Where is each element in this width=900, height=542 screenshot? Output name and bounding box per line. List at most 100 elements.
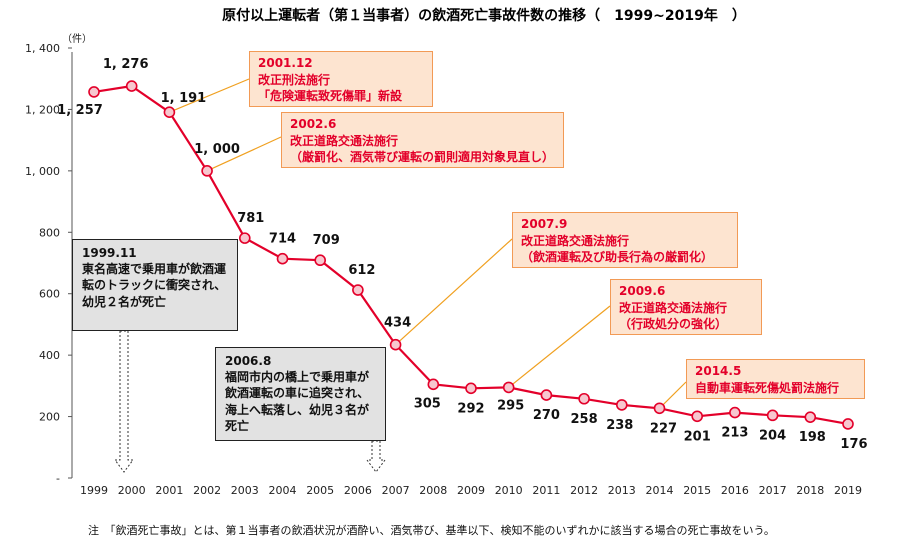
callout-text: 福岡市内の橋上で乗用車が xyxy=(225,370,370,385)
callout-leader xyxy=(508,305,611,388)
x-tick-label: 2008 xyxy=(419,484,447,497)
callout-text: 改正道路交通法施行 xyxy=(619,301,728,316)
data-label: 1, 000 xyxy=(194,142,240,157)
y-axis-ticks: 1, 400 1, 200 1, 000 800 600 400 200 - xyxy=(25,42,72,485)
data-point xyxy=(239,232,251,244)
data-labels: 1, 257 1, 276 1, 191 1, 000 781 714 709 612 434 3… xyxy=(57,57,867,452)
y-tick-label: 1, 200 xyxy=(25,103,60,116)
callout-text: 死亡 xyxy=(225,418,250,433)
data-point xyxy=(615,399,628,411)
callout-text: 幼児２名が死亡 xyxy=(82,294,167,309)
data-point xyxy=(125,80,138,92)
y-tick-label: 800 xyxy=(39,226,60,239)
data-label: 198 xyxy=(799,430,826,445)
data-point xyxy=(427,378,440,391)
x-tick-label: 2016 xyxy=(721,484,749,497)
callout-date: 2009.6 xyxy=(619,284,666,298)
data-label: 781 xyxy=(237,211,264,226)
callout-date: 2002.6 xyxy=(290,117,337,131)
data-point xyxy=(842,418,854,430)
callout-text: 海上へ転落し、幼児３名が xyxy=(225,402,370,417)
y-tick-label: - xyxy=(56,472,60,485)
callout-text: 飲酒運転の車に追突され、 xyxy=(225,386,370,401)
x-tick-label: 2012 xyxy=(570,484,598,497)
y-tick-label: 1, 000 xyxy=(25,165,60,178)
callout-text: 「危険運転致死傷罪」新設 xyxy=(258,89,403,104)
x-tick-label: 2004 xyxy=(269,484,297,497)
x-tick-label: 2017 xyxy=(759,484,787,497)
y-tick-label: 400 xyxy=(39,349,60,362)
data-label: 709 xyxy=(313,233,340,248)
legal-change-callout: 2009.6 改正道路交通法施行 （行政処分の強化） xyxy=(610,279,762,335)
incident-arrows xyxy=(114,330,386,473)
legal-change-callout: 2002.6 改正道路交通法施行 （厳罰化、酒気帯び運転の罰則適用対象見直し） xyxy=(281,112,564,168)
data-label: 204 xyxy=(759,428,786,443)
incident-callout: 2006.8 福岡市内の橋上で乗用車が 飲酒運転の車に追突され、 海上へ転落し、幼児３… xyxy=(215,347,386,441)
data-point xyxy=(465,382,477,395)
y-tick-label: 600 xyxy=(39,288,60,301)
legal-change-callout: 2001.12 改正刑法施行 「危険運転致死傷罪」新設 xyxy=(249,51,433,107)
data-label: 176 xyxy=(840,437,867,452)
data-label: 1, 276 xyxy=(103,57,149,72)
data-label: 213 xyxy=(721,426,748,441)
callout-date: 2007.9 xyxy=(521,217,568,231)
data-label: 1, 191 xyxy=(161,91,207,106)
data-label: 270 xyxy=(533,408,560,423)
data-label: 238 xyxy=(606,418,633,433)
callout-leader xyxy=(395,238,513,346)
x-tick-label: 2015 xyxy=(683,484,711,497)
x-tick-label: 1999 xyxy=(80,484,108,497)
data-point xyxy=(276,252,289,265)
y-unit-label: （件） xyxy=(62,33,92,45)
data-label: 227 xyxy=(650,421,677,436)
chart-title: 原付以上運転者（第１当事者）の飲酒死亡事故件数の推移（ 1999~2019年 ） xyxy=(222,7,746,24)
data-label: 1, 257 xyxy=(57,103,103,118)
x-tick-label: 2009 xyxy=(457,484,485,497)
data-label: 295 xyxy=(497,398,524,413)
callout-leader xyxy=(169,78,250,113)
data-label: 305 xyxy=(414,396,441,411)
x-tick-label: 2003 xyxy=(231,484,259,497)
callout-text: 改正道路交通法施行 xyxy=(290,134,399,149)
down-arrow-icon xyxy=(114,330,134,473)
callout-leader-lines xyxy=(169,78,687,409)
data-point xyxy=(804,411,817,423)
legal-change-callout: 2014.5 自動車運転死傷処罰法施行 xyxy=(686,359,865,399)
y-tick-label: 200 xyxy=(39,411,60,424)
data-point xyxy=(540,389,553,401)
x-tick-label: 2011 xyxy=(532,484,560,497)
data-point xyxy=(729,406,741,419)
callout-date: 1999.11 xyxy=(82,246,137,260)
data-point xyxy=(352,284,364,296)
x-tick-label: 2010 xyxy=(495,484,523,497)
callout-text: （行政処分の強化） xyxy=(619,317,728,332)
x-tick-label: 2005 xyxy=(306,484,334,497)
data-label: 292 xyxy=(457,401,484,416)
data-point xyxy=(691,410,704,423)
data-point xyxy=(766,409,779,422)
callout-text: 改正道路交通法施行 xyxy=(521,234,630,249)
data-label: 258 xyxy=(571,412,598,427)
data-points xyxy=(88,80,854,430)
data-point xyxy=(578,392,590,405)
callout-text: 改正刑法施行 xyxy=(258,73,331,88)
callout-date: 2014.5 xyxy=(695,364,742,378)
x-tick-label: 2013 xyxy=(608,484,636,497)
x-tick-label: 2019 xyxy=(834,484,862,497)
y-tick-label: 1, 400 xyxy=(25,42,60,55)
down-arrow-icon xyxy=(366,440,386,473)
callout-text: 自動車運転死傷処罰法施行 xyxy=(695,381,840,396)
callout-text: 転のトラックに衝突され、 xyxy=(82,278,227,293)
data-point xyxy=(314,254,327,267)
x-axis-ticks: 1999 2000 2001 2002 2003 2004 2005 2006 2007 2008… xyxy=(80,484,862,497)
x-tick-label: 2000 xyxy=(118,484,146,497)
x-tick-label: 2018 xyxy=(796,484,824,497)
data-point xyxy=(502,381,515,394)
data-point xyxy=(389,338,402,351)
x-tick-label: 2014 xyxy=(646,484,674,497)
callout-text: 東名高速で乗用車が飲酒運 xyxy=(82,262,227,277)
data-label: 434 xyxy=(384,316,411,331)
data-label: 201 xyxy=(684,429,711,444)
callout-date: 2006.8 xyxy=(225,354,272,368)
